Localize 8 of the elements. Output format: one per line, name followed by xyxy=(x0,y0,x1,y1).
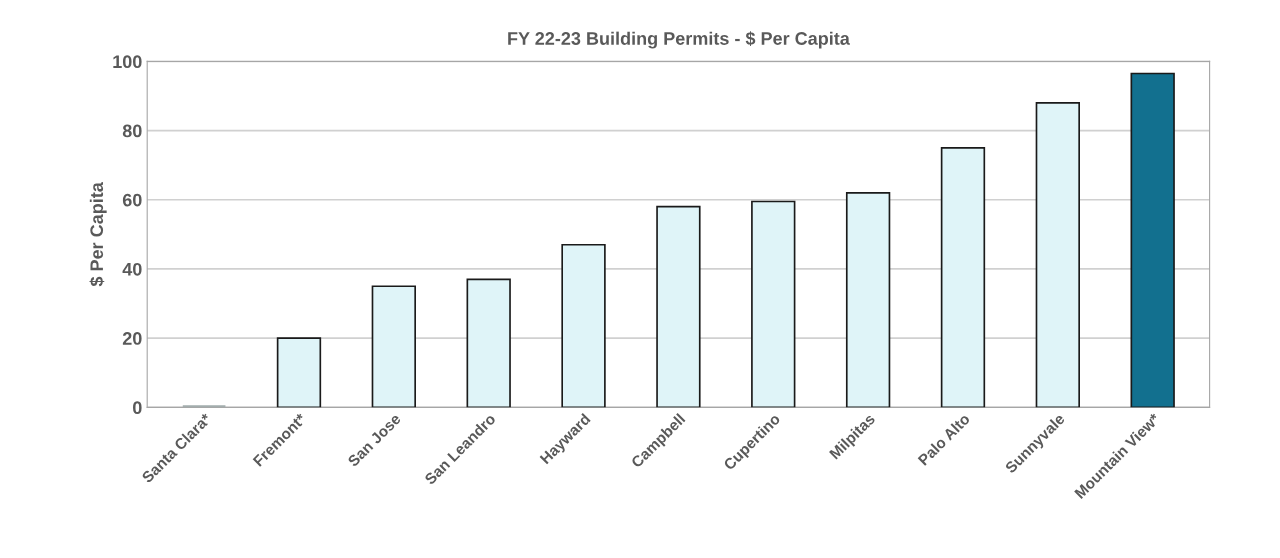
chart-title: FY 22-23 Building Permits - $ Per Capita xyxy=(508,31,850,49)
y-axis-title: $ Per Capita xyxy=(89,182,107,287)
y-tick-label: 0 xyxy=(133,401,142,415)
y-tick-label: 40 xyxy=(122,262,142,276)
y-tick-label: 60 xyxy=(122,193,142,207)
y-tick-label: 100 xyxy=(113,55,142,69)
y-tick-label: 20 xyxy=(122,332,142,345)
y-tick-label: 80 xyxy=(122,124,142,138)
